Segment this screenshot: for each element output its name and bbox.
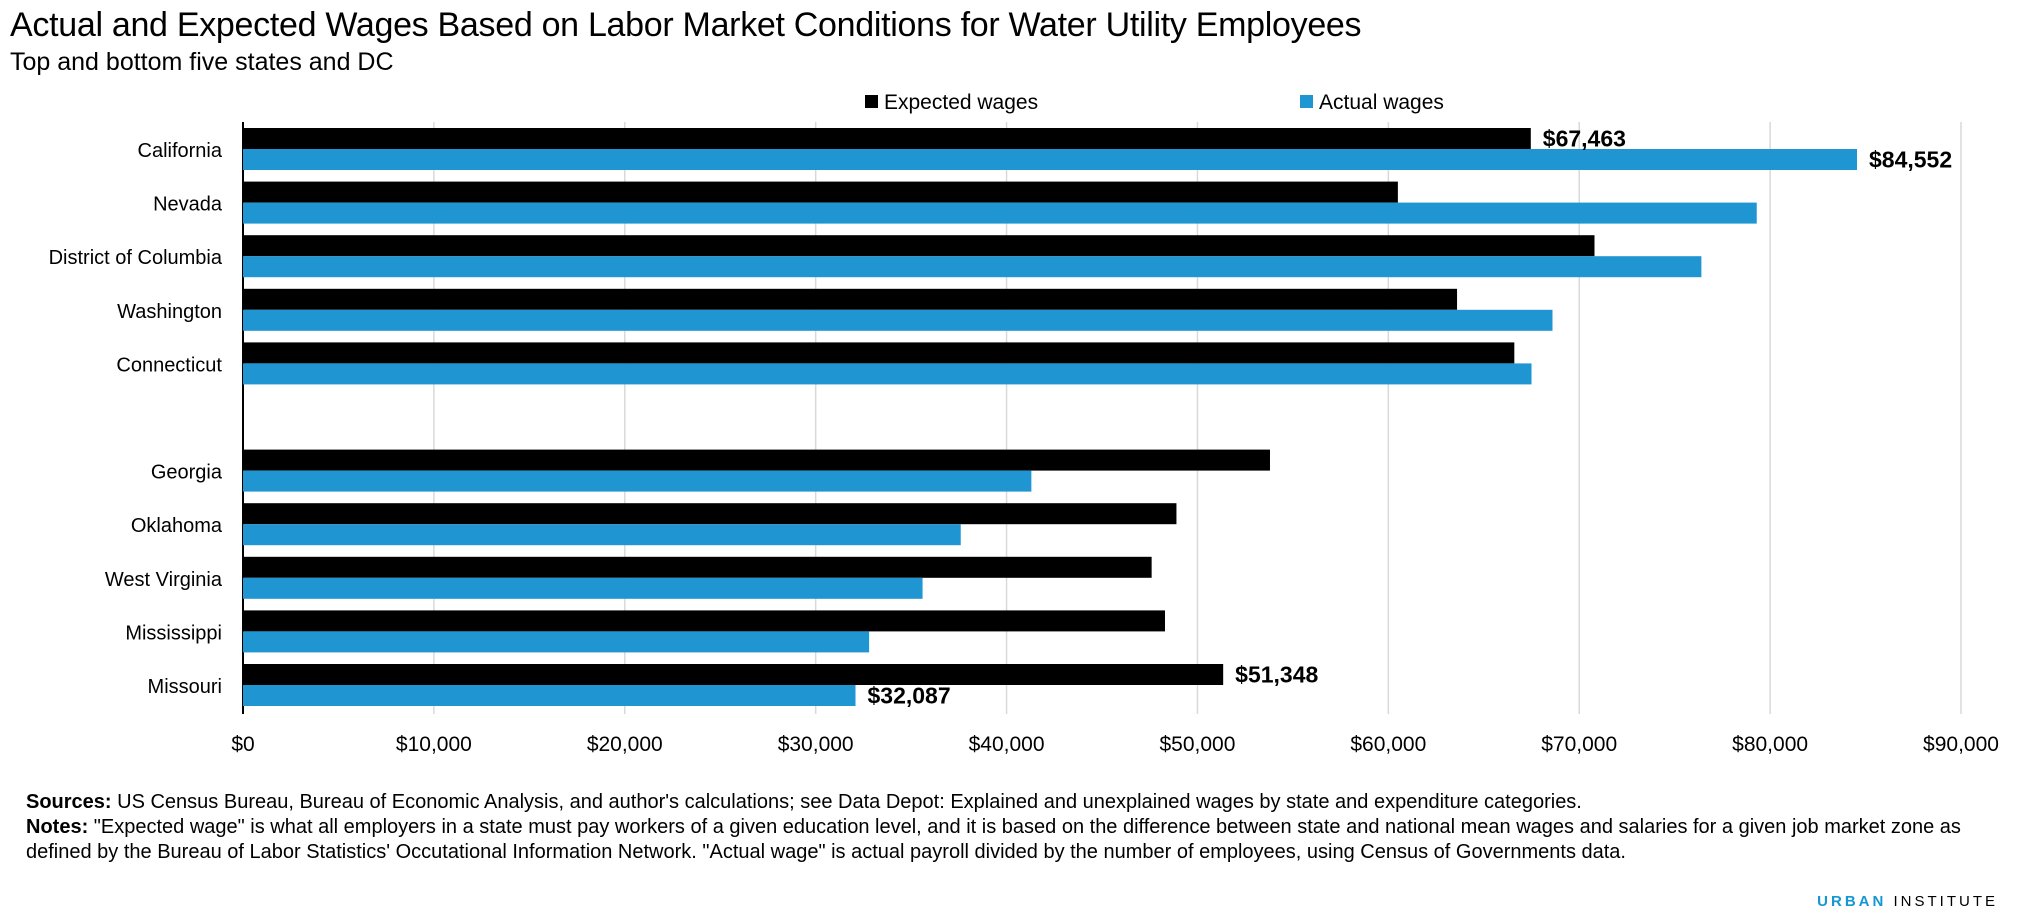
actual-bar	[243, 363, 1532, 385]
expected-bar	[243, 449, 1270, 471]
actual-bar	[243, 202, 1757, 224]
x-tick-label: $70,000	[1541, 733, 1617, 756]
notes-label: Notes:	[26, 816, 89, 838]
x-tick-label: $40,000	[969, 733, 1045, 756]
category-label: Oklahoma	[131, 515, 223, 537]
bars	[243, 128, 1858, 706]
expected-bar	[243, 342, 1515, 364]
category-label: California	[138, 140, 223, 162]
legend-swatch	[865, 95, 878, 108]
expected-bar	[243, 288, 1458, 310]
sources-line: Sources: US Census Bureau, Bureau of Eco…	[26, 790, 2016, 815]
category-label: Connecticut	[116, 354, 222, 376]
data-label: $84,552	[1869, 147, 1952, 173]
expected-bar	[243, 503, 1177, 525]
x-tick-label: $80,000	[1732, 733, 1808, 756]
sources-label: Sources:	[26, 791, 112, 813]
data-label: $51,348	[1235, 662, 1318, 688]
expected-bar	[243, 181, 1398, 203]
category-label: Georgia	[151, 462, 223, 484]
x-tick-label: $20,000	[587, 733, 663, 756]
legend-label: Expected wages	[884, 91, 1038, 114]
expected-bar	[243, 235, 1595, 257]
category-label: Nevada	[153, 194, 223, 216]
actual-bar	[243, 631, 870, 653]
expected-bar	[243, 556, 1152, 578]
x-tick-label: $50,000	[1159, 733, 1235, 756]
legend-label: Actual wages	[1319, 91, 1444, 114]
chart-subtitle: Top and bottom five states and DC	[10, 48, 394, 76]
expected-bar	[243, 610, 1165, 632]
data-labels: $67,463 $84,552 $51,348 $32,087	[868, 126, 1953, 709]
x-tick-label: $60,000	[1350, 733, 1426, 756]
category-labels: California Nevada District of Columbia Wash…	[49, 140, 223, 698]
sources-text: US Census Bureau, Bureau of Economic Ana…	[111, 791, 1582, 813]
expected-bar	[243, 664, 1224, 685]
x-tick-label: $30,000	[778, 733, 854, 756]
bar-chart: California Nevada District of Columbia Wash…	[49, 91, 1999, 756]
category-label: West Virginia	[105, 569, 223, 591]
x-tick-label: $90,000	[1923, 733, 1999, 756]
x-tick-label: $0	[231, 733, 254, 756]
actual-bar	[243, 256, 1702, 278]
x-tick-labels: $0 $10,000 $20,000 $30,000 $40,000 $50,000 $60…	[231, 733, 1999, 756]
expected-bar	[243, 128, 1531, 149]
notes-line: Notes: "Expected wage" is what all emplo…	[26, 815, 2016, 865]
category-label: Washington	[117, 301, 222, 323]
urban-institute-logo: URBAN INSTITUTE	[1817, 893, 1998, 910]
chart-title: Actual and Expected Wages Based on Labor…	[10, 6, 1362, 44]
actual-bar	[243, 309, 1553, 331]
actual-bar	[243, 577, 923, 599]
data-label: $32,087	[868, 683, 951, 709]
x-tick-label: $10,000	[396, 733, 472, 756]
category-label: Mississippi	[125, 622, 222, 644]
legend-swatch	[1300, 95, 1313, 108]
data-label: $67,463	[1543, 126, 1626, 152]
actual-bar	[243, 524, 961, 546]
actual-bar	[243, 470, 1032, 492]
notes-block: Sources: US Census Bureau, Bureau of Eco…	[26, 790, 2016, 865]
actual-bar	[243, 685, 856, 706]
actual-bar	[243, 149, 1858, 170]
category-label: Missouri	[148, 676, 222, 698]
legend: Expected wages Actual wages	[865, 91, 1444, 114]
category-label: District of Columbia	[49, 247, 223, 269]
notes-text: "Expected wage" is what all employers in…	[26, 816, 1961, 863]
